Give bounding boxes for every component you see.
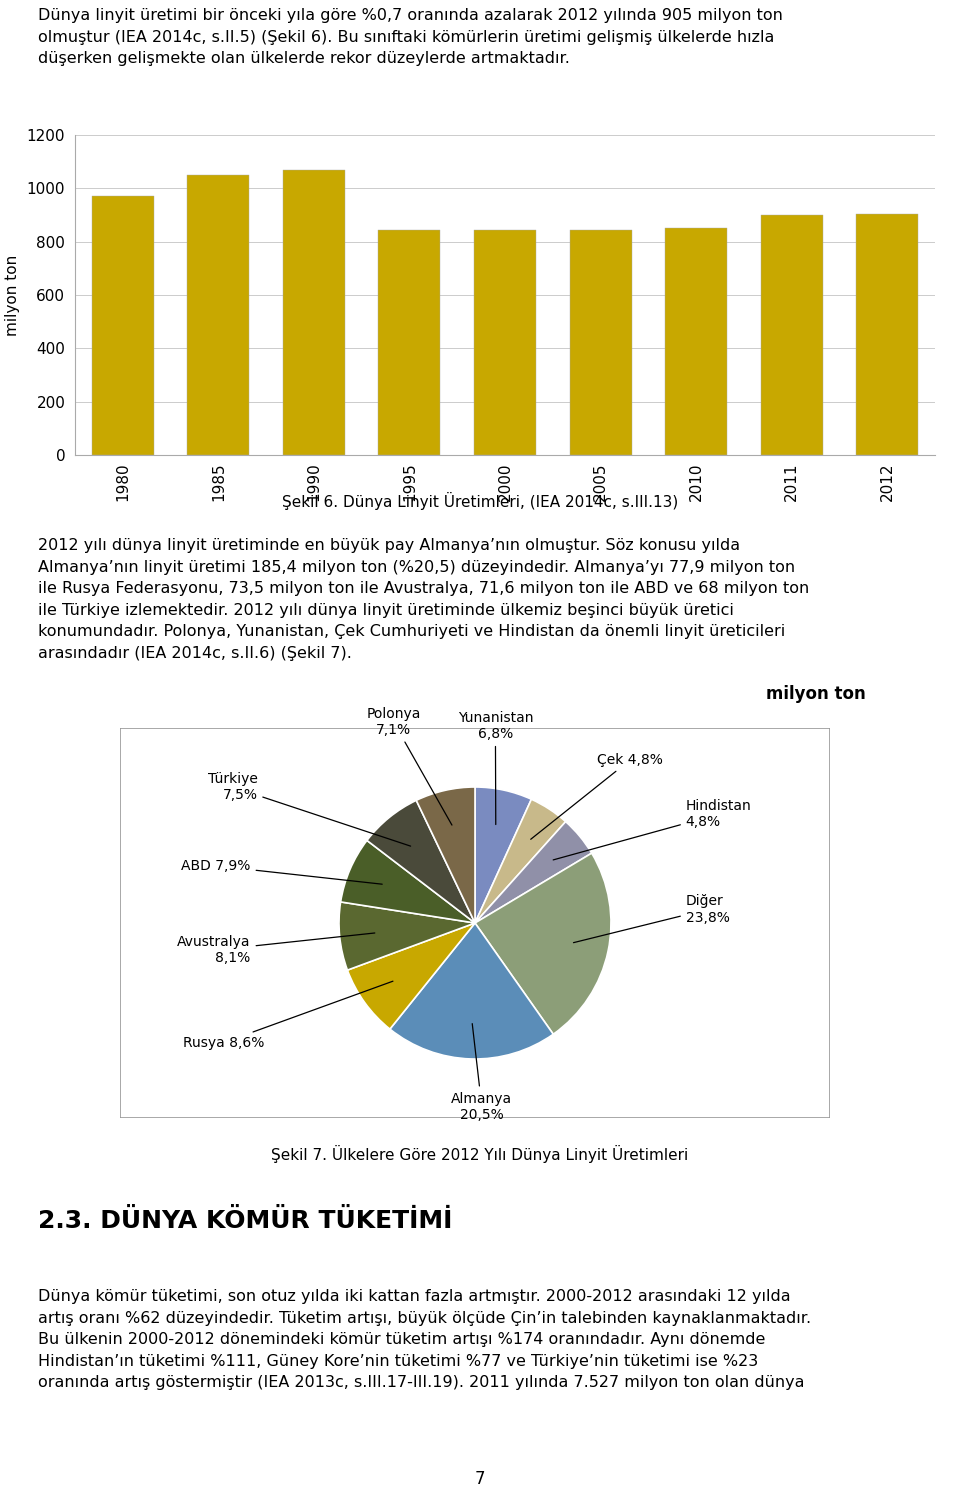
Text: Dünya linyit üretimi bir önceki yıla göre %0,7 oranında azalarak 2012 yılında 90: Dünya linyit üretimi bir önceki yıla gör… [38,8,782,66]
Bar [187,175,250,456]
Wedge shape [475,800,565,924]
Text: 7: 7 [475,1470,485,1488]
Bar [283,169,345,456]
Text: Hindistan
4,8%: Hindistan 4,8% [553,800,752,860]
Text: Şekil 7. Ülkelere Göre 2012 Yılı Dünya Linyit Üretimleri: Şekil 7. Ülkelere Göre 2012 Yılı Dünya L… [272,1144,688,1162]
Text: 2012 yılı dünya linyit üretiminde en büyük pay Almanya’nın olmuştur. Söz konusu : 2012 yılı dünya linyit üretiminde en büy… [38,539,809,661]
Bar [665,228,727,456]
Wedge shape [475,788,532,924]
Wedge shape [367,800,475,924]
Text: Dünya kömür tüketimi, son otuz yılda iki kattan fazla artmıştır. 2000-2012 arası: Dünya kömür tüketimi, son otuz yılda iki… [38,1289,811,1390]
Bar [569,229,632,456]
Bar [856,214,919,456]
Text: Diğer
23,8%: Diğer 23,8% [573,895,730,943]
Text: ABD 7,9%: ABD 7,9% [181,859,382,884]
Bar [378,229,441,456]
Text: Şekil 6. Dünya Linyit Üretimleri, (IEA 2014c, s.III.13): Şekil 6. Dünya Linyit Üretimleri, (IEA 2… [282,492,678,510]
Wedge shape [348,924,475,1029]
Text: Çek 4,8%: Çek 4,8% [531,753,663,839]
Wedge shape [341,841,475,924]
Text: Rusya 8,6%: Rusya 8,6% [182,981,393,1050]
Text: 2.3. DÜNYA KÖMÜR TÜKETİMİ: 2.3. DÜNYA KÖMÜR TÜKETİMİ [38,1210,452,1233]
Wedge shape [390,924,553,1059]
Text: milyon ton: milyon ton [766,685,866,703]
Bar [474,229,536,456]
Wedge shape [339,902,475,970]
Text: Türkiye
7,5%: Türkiye 7,5% [207,773,411,847]
Text: Polonya
7,1%: Polonya 7,1% [366,706,452,825]
Text: Almanya
20,5%: Almanya 20,5% [451,1023,513,1121]
Wedge shape [475,853,611,1034]
Wedge shape [417,788,475,924]
Wedge shape [475,821,591,924]
Bar [760,214,823,456]
Bar [92,196,154,456]
Y-axis label: milyon ton: milyon ton [5,255,20,335]
Text: Yunanistan
6,8%: Yunanistan 6,8% [458,711,533,824]
Text: Avustralya
8,1%: Avustralya 8,1% [177,933,374,966]
